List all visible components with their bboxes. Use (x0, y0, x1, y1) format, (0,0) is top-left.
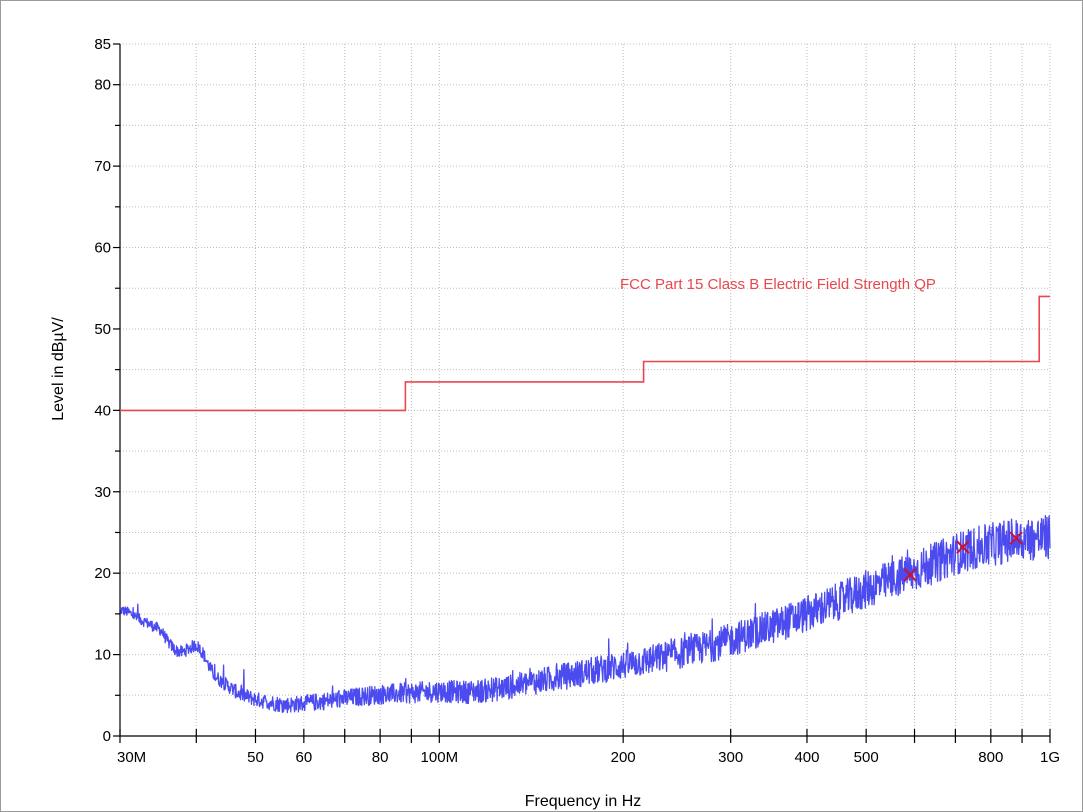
y-tick-label: 70 (94, 158, 111, 175)
series-group (119, 514, 1051, 714)
y-tick-label: 10 (94, 647, 111, 664)
y-tick-label: 60 (94, 240, 111, 257)
x-tick-label: 30M (117, 749, 146, 766)
peak-marker-stroke (903, 568, 917, 582)
x-tick-label: 500 (854, 749, 879, 766)
y-axis-title: Level in dBµV/ (50, 317, 67, 421)
x-tick-label: 50 (247, 749, 264, 766)
x-tick-label: 100M (421, 749, 459, 766)
marker-group (903, 531, 1023, 582)
x-tick-label: 400 (794, 749, 819, 766)
peak-marker (903, 568, 917, 582)
x-tick-label: 1G (1040, 749, 1060, 766)
y-tick-label: 20 (94, 565, 111, 582)
measurement-trace (119, 514, 1051, 714)
limit-line-label: FCC Part 15 Class B Electric Field Stren… (620, 276, 936, 293)
x-tick-label: 200 (611, 749, 636, 766)
peak-marker-stroke (956, 540, 970, 554)
x-tick-label: 60 (295, 749, 312, 766)
y-tick-label: 0 (103, 728, 111, 745)
limit-line-group (120, 295, 1050, 412)
limit-line (120, 295, 1050, 412)
y-tick-label: 50 (94, 321, 111, 338)
x-tick-label: 300 (718, 749, 743, 766)
y-tick-label: 85 (94, 36, 111, 53)
y-tick-label: 40 (94, 402, 111, 419)
x-tick-label: 80 (372, 749, 389, 766)
axes (113, 43, 1051, 743)
y-tick-label: 30 (94, 484, 111, 501)
peak-marker (956, 540, 970, 554)
x-axis-title: Frequency in Hz (525, 793, 642, 810)
tick-labels: 0 10 20 30 40 50 60 70 80 85 30M 50 60 80 100M 200 300 40… (94, 36, 1060, 766)
peak-marker (1009, 531, 1023, 545)
x-tick-label: 800 (978, 749, 1003, 766)
grid (119, 43, 1051, 737)
y-tick-label: 80 (94, 77, 111, 94)
peak-marker-stroke (1009, 531, 1023, 545)
